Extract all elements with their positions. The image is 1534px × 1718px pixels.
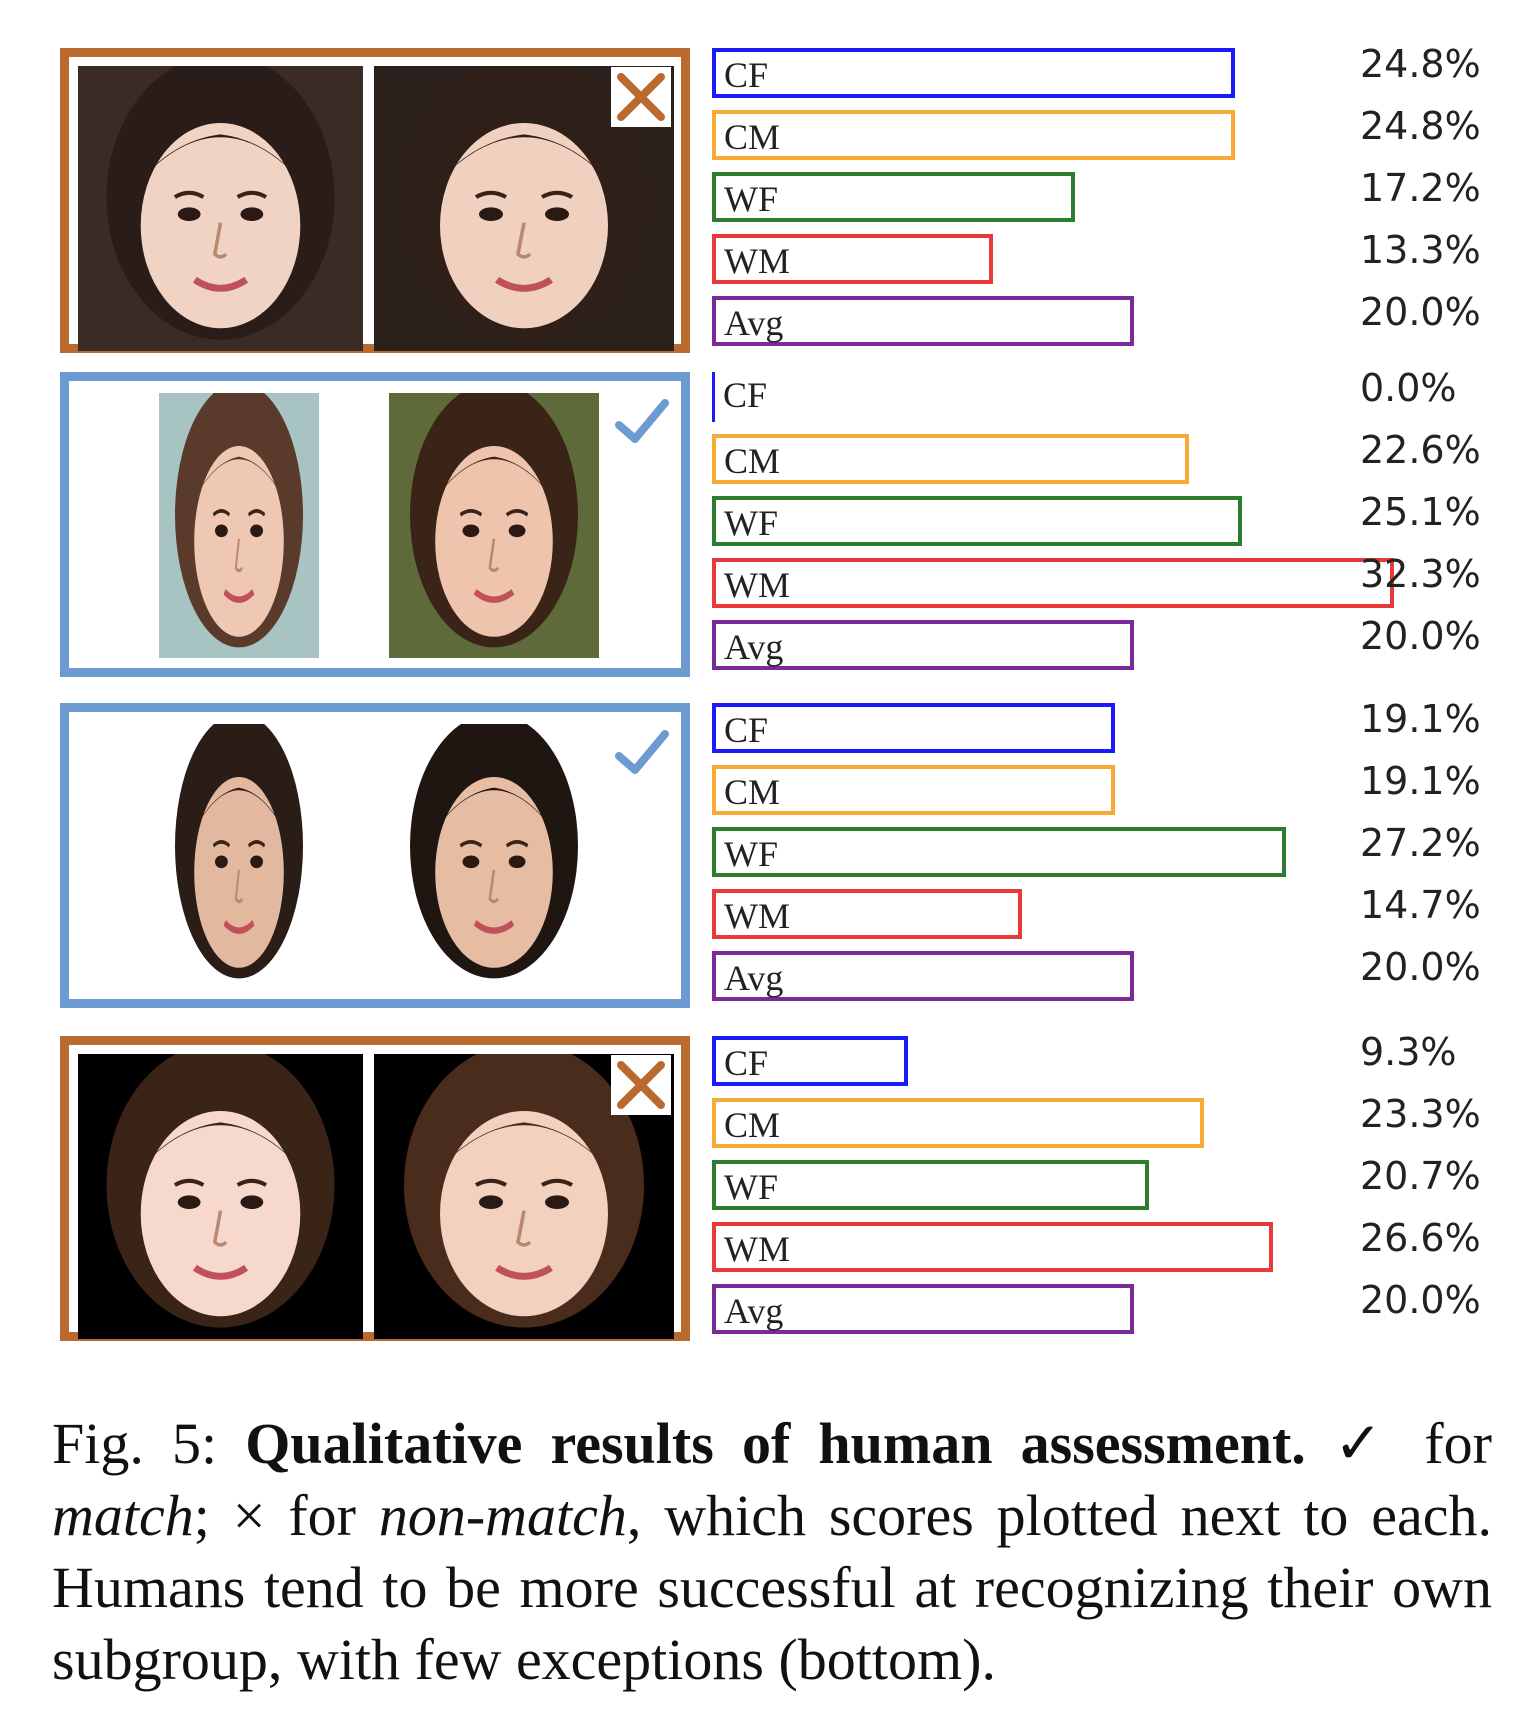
percentage-label: 20.0% — [1360, 614, 1481, 658]
bar-label: WF — [724, 503, 778, 543]
percentage-label: 24.8% — [1360, 104, 1481, 148]
bar-cm: CM — [712, 765, 1115, 815]
bar-wf: WF — [712, 496, 1242, 546]
bar-label: CM — [724, 772, 781, 812]
bar-label: CF — [724, 1043, 769, 1083]
caption-nonmatch-word: non-match — [378, 1483, 627, 1548]
face-image-right — [389, 724, 599, 989]
bar-cf: CF — [712, 372, 767, 422]
percentage-label: 19.1% — [1360, 697, 1481, 741]
caption-body: , which scores plotted next to each. Hum… — [52, 1483, 1492, 1692]
bar-label: CF — [723, 375, 768, 415]
face-image-left — [78, 1054, 363, 1339]
bar-label: Avg — [724, 1291, 784, 1331]
bar-label: WF — [724, 834, 778, 874]
bar-avg: Avg — [712, 951, 1134, 1001]
percentage-label: 27.2% — [1360, 821, 1481, 865]
percentage-label: 17.2% — [1360, 166, 1481, 210]
non-match-frame — [60, 48, 690, 353]
bar-label: Avg — [724, 958, 784, 998]
image-pair-panel — [60, 703, 690, 1008]
bar-label: CM — [724, 117, 781, 157]
bar-label: WM — [724, 1229, 790, 1269]
bar-cm: CM — [712, 110, 1236, 160]
percentage-label: 0.0% — [1360, 366, 1457, 410]
face-image-left — [159, 724, 319, 989]
caption-cross-symbol: × — [232, 1483, 266, 1548]
bar-label: WF — [724, 179, 778, 219]
face-image-left — [78, 66, 363, 351]
bar-label: WM — [724, 241, 790, 281]
caption-title: Qualitative results of human assessment. — [245, 1411, 1306, 1476]
bar-wf: WF — [712, 172, 1075, 222]
cross-icon — [611, 1055, 671, 1115]
match-frame — [60, 372, 690, 677]
bar-label: WM — [724, 565, 790, 605]
cross-icon — [611, 67, 671, 127]
percentage-label: 19.1% — [1360, 759, 1481, 803]
percentage-label: 23.3% — [1360, 1092, 1481, 1136]
image-pair-panel — [60, 48, 690, 353]
face-image-right — [389, 393, 599, 658]
bar-label: Avg — [724, 627, 784, 667]
caption-for-2: for — [288, 1483, 356, 1548]
caption-for-1: for — [1424, 1411, 1492, 1476]
caption-separator: ; — [193, 1483, 210, 1548]
checkmark-icon — [611, 391, 671, 451]
image-pair-panel — [60, 372, 690, 677]
percentage-label: 13.3% — [1360, 228, 1481, 272]
bar-wf: WF — [712, 1160, 1149, 1210]
percentage-label: 26.6% — [1360, 1216, 1481, 1260]
bar-label: WM — [724, 896, 790, 936]
percentage-label: 20.7% — [1360, 1154, 1481, 1198]
bar-label: CF — [724, 710, 769, 750]
bar-cm: CM — [712, 434, 1189, 484]
percentage-label: 32.3% — [1360, 552, 1481, 596]
bar-avg: Avg — [712, 620, 1134, 670]
bar-wm: WM — [712, 234, 993, 284]
bar-wm: WM — [712, 1222, 1274, 1272]
bar-cm: CM — [712, 1098, 1204, 1148]
bar-label: CF — [724, 55, 769, 95]
bar-label: CM — [724, 441, 781, 481]
bar-cf: CF — [712, 48, 1236, 98]
percentage-label: 9.3% — [1360, 1030, 1457, 1074]
caption-fig-label: Fig. 5: — [52, 1411, 218, 1476]
face-image-right — [374, 1054, 674, 1339]
percentage-label: 14.7% — [1360, 883, 1481, 927]
percentage-label: 24.8% — [1360, 42, 1481, 86]
caption-match-word: match — [52, 1483, 194, 1548]
non-match-frame — [60, 1036, 690, 1341]
match-frame — [60, 703, 690, 1008]
bar-label: WF — [724, 1167, 778, 1207]
image-pair-panel — [60, 1036, 690, 1341]
percentage-label: 20.0% — [1360, 290, 1481, 334]
caption-check-symbol: ✓ — [1333, 1411, 1397, 1476]
bar-avg: Avg — [712, 296, 1134, 346]
bar-wf: WF — [712, 827, 1286, 877]
percentage-label: 25.1% — [1360, 490, 1481, 534]
bar-wm: WM — [712, 558, 1394, 608]
percentage-label: 20.0% — [1360, 945, 1481, 989]
checkmark-icon — [611, 722, 671, 782]
bar-label: Avg — [724, 303, 784, 343]
face-image-left — [159, 393, 319, 658]
bar-avg: Avg — [712, 1284, 1134, 1334]
bar-cf: CF — [712, 703, 1115, 753]
bar-label: CM — [724, 1105, 781, 1145]
bar-cf: CF — [712, 1036, 909, 1086]
bar-wm: WM — [712, 889, 1023, 939]
figure-caption: Fig. 5: Qualitative results of human ass… — [52, 1408, 1492, 1696]
percentage-label: 22.6% — [1360, 428, 1481, 472]
percentage-label: 20.0% — [1360, 1278, 1481, 1322]
